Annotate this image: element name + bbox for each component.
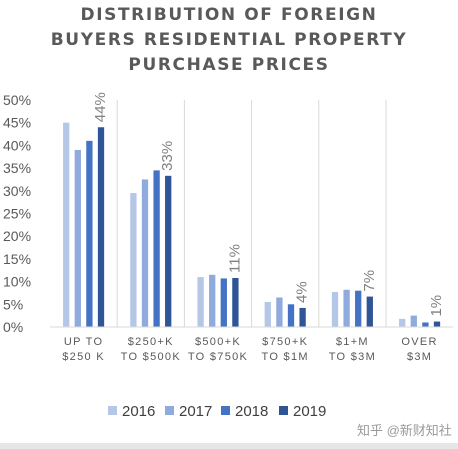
y-tick-label: 20% [3,228,31,244]
x-category-label: $750+K [262,336,308,348]
bar-2018 [220,278,227,327]
bar-2019 [433,321,441,327]
bar-2018 [86,140,93,327]
legend-label: 2019 [293,403,326,420]
x-category-label: $3M [407,351,432,363]
data-label: 4% [294,281,311,303]
y-tick-label: 35% [3,160,31,176]
legend-label: 2016 [122,403,155,420]
data-label: 1% [428,295,445,317]
x-category-label: TO $500K [121,351,181,363]
bar-2017 [276,297,283,327]
bar-2018 [355,290,362,327]
data-label: 11% [226,244,243,273]
bar-2019 [299,307,306,327]
y-tick-label: 15% [3,251,31,267]
bar-2018 [287,304,295,327]
bar-2017 [343,289,350,327]
bar-2016 [264,302,271,327]
legend-swatch-2016 [108,406,117,415]
x-category-label: OVER [401,336,437,348]
x-category-label: $250+K [128,336,174,348]
bar-2017 [410,315,417,327]
data-label: 44% [92,92,109,122]
bar-2016 [63,122,70,327]
y-tick-label: 25% [3,206,31,222]
x-category-label: UP TO [64,336,104,348]
bar-2019 [165,175,172,327]
title-line-3: PURCHASE PRICES [128,55,330,75]
y-tick-label: 50% [3,92,31,108]
bar-2017 [141,179,149,327]
x-category-label: $250 K [62,351,105,363]
bar-2018 [153,170,160,327]
title-line-2: BUYERS RESIDENTIAL PROPERTY [50,30,408,50]
chart-title: DISTRIBUTION OF FOREIGN BUYERS RESIDENTI… [0,3,458,78]
bar-2016 [399,318,406,327]
title-line-1: DISTRIBUTION OF FOREIGN [80,5,378,25]
legend-label: 2018 [235,403,268,420]
data-label: 33% [159,141,176,171]
watermark-text: 知乎 @新财知社 [357,423,452,438]
x-category-label: $1+M [336,336,369,348]
y-tick-label: 45% [3,115,31,131]
bar-2019 [366,296,373,327]
y-tick-label: 40% [3,137,31,153]
x-category-label: TO $750K [188,351,248,363]
y-tick-label: 5% [3,296,23,312]
data-label: 7% [361,270,378,292]
bar-2019 [232,277,239,327]
legend-label: 2017 [179,403,212,420]
bar-2019 [97,127,105,328]
y-tick-label: 10% [3,274,31,290]
y-tick-label: 30% [3,183,31,199]
bar-2017 [74,149,81,327]
bar-2016 [130,193,137,327]
legend-swatch-2017 [165,406,174,415]
bar-2016 [331,292,339,327]
x-category-label: $500+K [195,336,241,348]
x-category-label: TO $1M [262,351,309,363]
bar-2017 [209,274,216,327]
bar-2018 [422,322,429,327]
y-tick-label: 0% [3,319,23,335]
legend-swatch-2019 [279,406,288,415]
legend-swatch-2018 [221,406,230,415]
bar-2016 [197,277,204,327]
x-category-label: TO $3M [329,351,376,363]
bottom-border [0,443,458,449]
